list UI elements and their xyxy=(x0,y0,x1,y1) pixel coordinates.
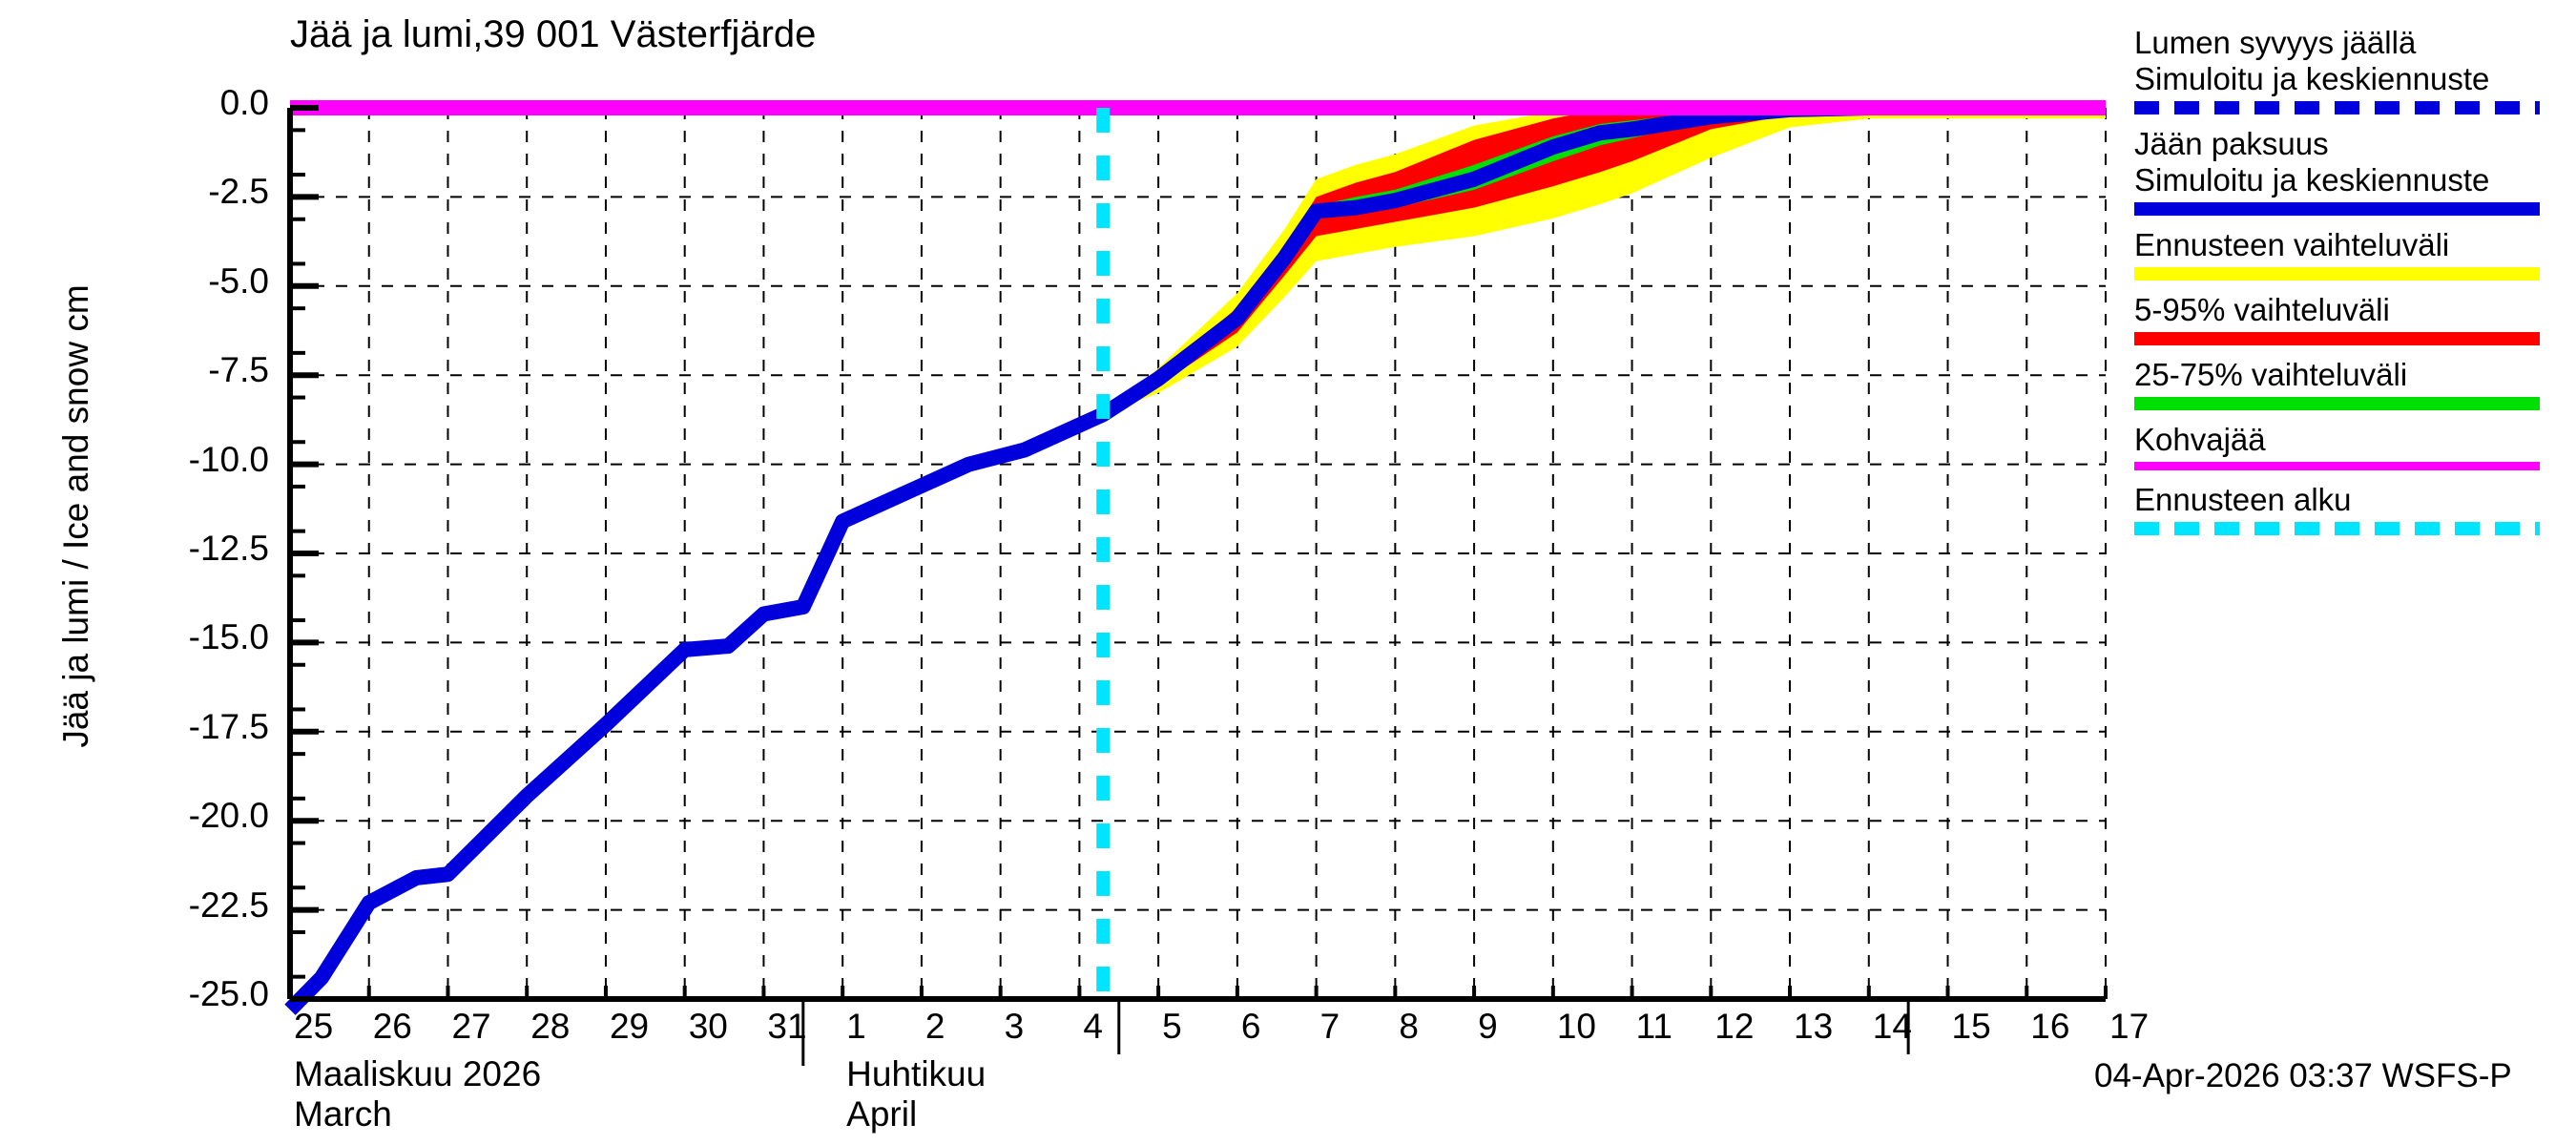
legend-label: 5-95% vaihteluväli xyxy=(2134,292,2390,327)
chart-legend: Lumen syvyys jäällä Simuloitu ja keskienn… xyxy=(2134,25,2573,547)
footer-timestamp: 04-Apr-2026 03:37 WSFS-P xyxy=(2094,1057,2512,1094)
legend-label: Simuloitu ja keskiennuste xyxy=(2134,61,2490,96)
legend-label: Kohvajää xyxy=(2134,422,2266,457)
legend-label: Ennusteen vaihteluväli xyxy=(2134,227,2450,262)
x-axis-tick-label: 25 xyxy=(294,1007,334,1046)
y-axis-tick-label: -5.0 xyxy=(208,260,269,301)
legend-label: Jään paksuus xyxy=(2134,126,2329,161)
legend-swatch xyxy=(2134,522,2540,535)
x-axis-tick-label: 16 xyxy=(2030,1007,2070,1046)
x-axis-tick-label: 11 xyxy=(1635,1007,1672,1046)
x-axis-tick-label: 4 xyxy=(1083,1007,1103,1046)
x-axis-tick-label: 17 xyxy=(2109,1007,2150,1046)
uncertainty-band xyxy=(1103,108,2106,415)
legend-swatch xyxy=(2134,332,2540,345)
month-label-en: March xyxy=(294,1094,392,1134)
x-axis-tick-label: 14 xyxy=(1872,1007,1912,1046)
legend-label: Lumen syvyys jäällä xyxy=(2134,25,2417,60)
legend-5-95-range[interactable]: 5-95% vaihteluväli xyxy=(2134,292,2573,345)
legend-forecast-start[interactable]: Ennusteen alku xyxy=(2134,482,2573,535)
y-axis-tick-label: -17.5 xyxy=(188,706,269,746)
x-axis-tick-label: 3 xyxy=(1004,1007,1025,1046)
x-axis-tick-label: 15 xyxy=(1951,1007,1991,1046)
y-axis-tick-label: -7.5 xyxy=(208,350,269,390)
legend-ice-thickness[interactable]: Jään paksuus Simuloitu ja keskiennuste xyxy=(2134,126,2573,216)
series-line xyxy=(284,100,2106,1015)
y-axis-title: Jää ja lumi / Ice and snow cm xyxy=(56,284,95,748)
legend-swatch xyxy=(2134,397,2540,410)
y-axis-tick-label: -2.5 xyxy=(208,172,269,212)
legend-25-75-range[interactable]: 25-75% vaihteluväli xyxy=(2134,357,2573,410)
y-axis-tick-label: -22.5 xyxy=(188,885,269,925)
x-axis-tick-label: 30 xyxy=(688,1007,728,1046)
legend-slush-ice[interactable]: Kohvajää xyxy=(2134,422,2573,470)
y-axis-tick-label: -12.5 xyxy=(188,529,269,568)
y-axis-tick-label: 0.0 xyxy=(219,83,269,122)
x-axis-tick-label: 1 xyxy=(846,1007,866,1046)
x-axis-tick-label: 6 xyxy=(1240,1007,1261,1046)
legend-snow-depth[interactable]: Lumen syvyys jäällä Simuloitu ja keskienn… xyxy=(2134,25,2573,114)
y-axis-tick-label: -20.0 xyxy=(188,796,269,836)
x-axis-tick-label: 5 xyxy=(1162,1007,1182,1046)
x-axis-tick-label: 9 xyxy=(1478,1007,1498,1046)
x-axis-tick-label: 31 xyxy=(767,1007,807,1046)
legend-swatch xyxy=(2134,267,2540,281)
legend-swatch xyxy=(2134,101,2540,114)
x-axis-tick-label: 2 xyxy=(924,1007,945,1046)
uncertainty-band xyxy=(1103,108,2106,415)
x-axis-tick-label: 13 xyxy=(1794,1007,1834,1046)
legend-label: Simuloitu ja keskiennuste xyxy=(2134,162,2490,198)
x-axis-month-label: Maaliskuu 2026 March xyxy=(294,1054,541,1135)
page-title: Jää ja lumi,39 001 Västerfjärde xyxy=(290,13,817,55)
x-axis-tick-label: 7 xyxy=(1319,1007,1340,1046)
legend-forecast-range[interactable]: Ennusteen vaihteluväli xyxy=(2134,227,2573,281)
y-axis-tick-label: -25.0 xyxy=(188,974,269,1013)
month-label-fi: Maaliskuu 2026 xyxy=(294,1054,542,1093)
x-axis-tick-label: 12 xyxy=(1714,1007,1755,1046)
y-axis-tick-label: -10.0 xyxy=(188,439,269,479)
month-label-fi: Huhtikuu xyxy=(846,1054,987,1093)
x-axis-tick-label: 29 xyxy=(609,1007,650,1046)
legend-label: Ennusteen alku xyxy=(2134,482,2352,517)
y-axis-tick-label: -15.0 xyxy=(188,617,269,657)
x-axis-tick-label: 10 xyxy=(1556,1007,1596,1046)
month-label-en: April xyxy=(846,1094,918,1134)
x-axis-tick-label: 8 xyxy=(1399,1007,1419,1046)
x-axis-tick-label: 28 xyxy=(530,1007,571,1046)
x-axis-tick-label: 27 xyxy=(451,1007,491,1046)
legend-label: 25-75% vaihteluväli xyxy=(2134,357,2408,392)
legend-swatch xyxy=(2134,202,2540,216)
uncertainty-band xyxy=(1103,108,2106,415)
legend-swatch xyxy=(2134,462,2540,470)
x-axis-tick-label: 26 xyxy=(372,1007,412,1046)
x-axis-month-label: Huhtikuu April xyxy=(846,1054,986,1135)
